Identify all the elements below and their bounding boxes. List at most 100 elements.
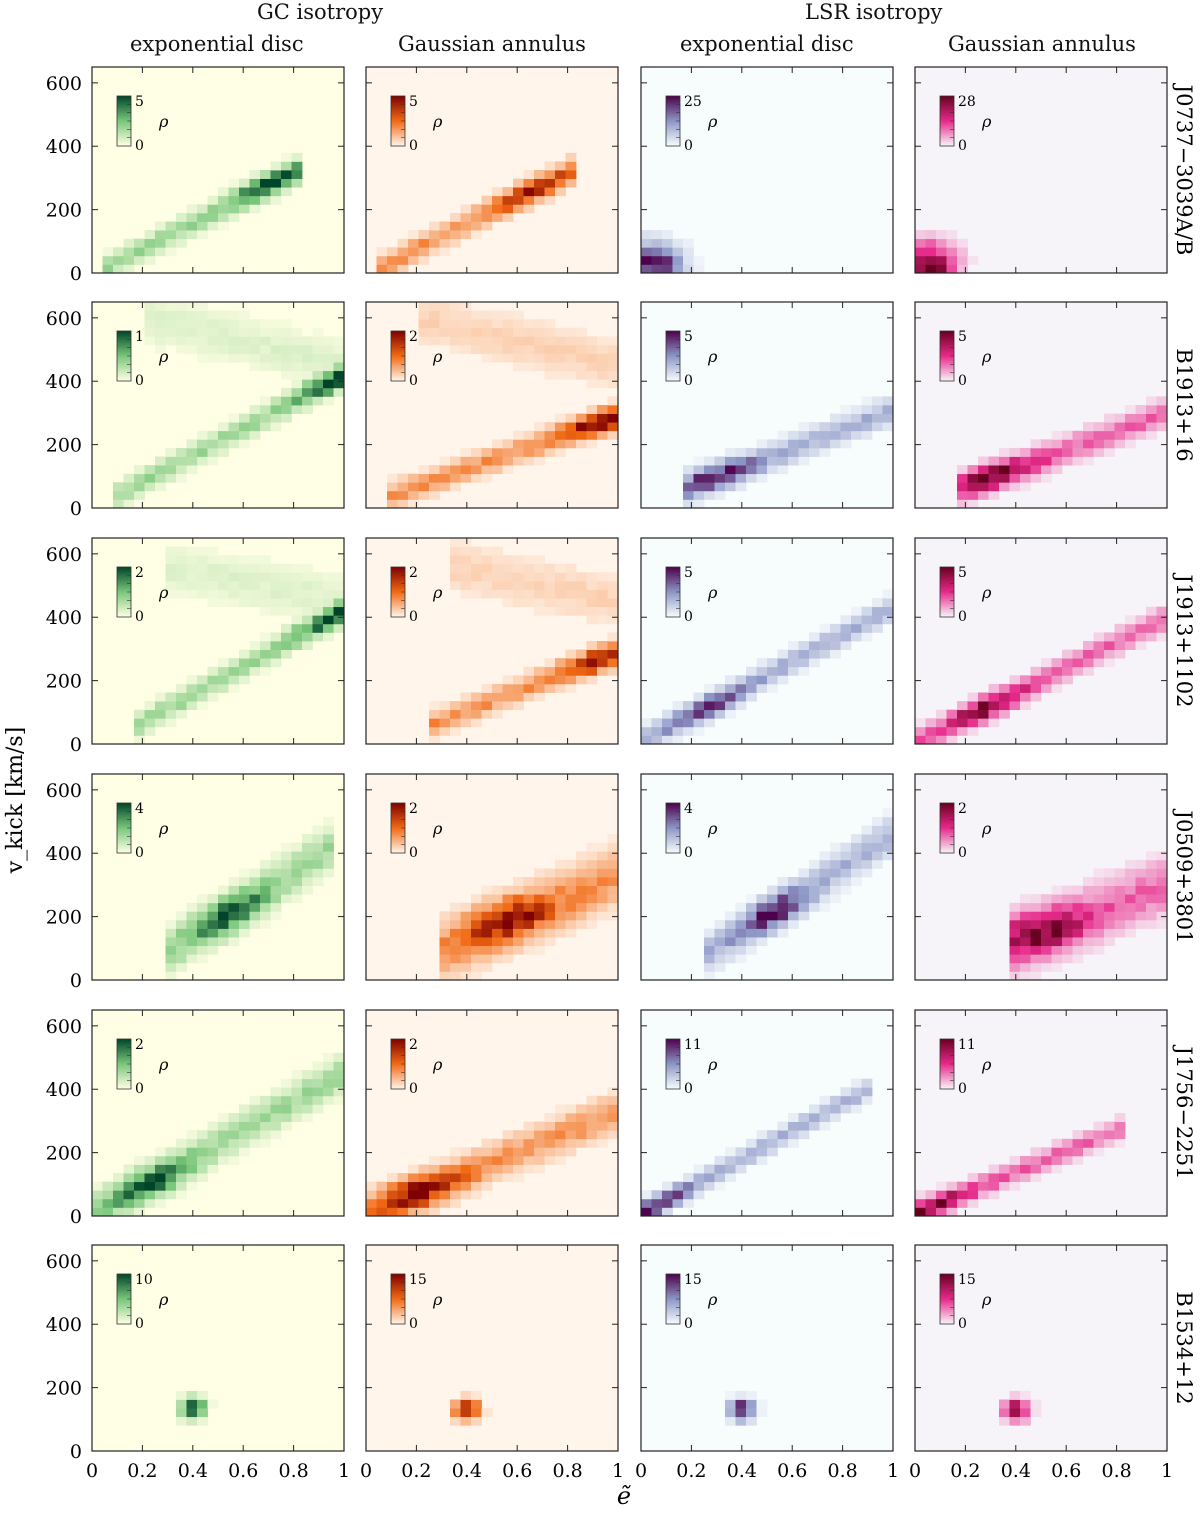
heatmap-cell bbox=[946, 238, 958, 248]
heatmap-cell bbox=[281, 170, 292, 179]
heatmap-cell bbox=[471, 692, 482, 702]
colorbar-max-label: 2 bbox=[135, 1037, 144, 1053]
heatmap-cell bbox=[176, 1399, 187, 1409]
heatmap-cell bbox=[851, 834, 862, 844]
heatmap-cell bbox=[735, 473, 747, 483]
heatmap-cell bbox=[830, 1095, 841, 1105]
heatmap-cell bbox=[471, 919, 482, 929]
heatmap-cell bbox=[925, 247, 937, 257]
heatmap-cell bbox=[176, 962, 187, 972]
heatmap-cell bbox=[513, 1155, 524, 1165]
heatmap-cell bbox=[249, 641, 261, 650]
heatmap-cell bbox=[113, 1181, 124, 1191]
heatmap-cell bbox=[312, 1070, 324, 1080]
colorbar-label: ρ bbox=[707, 112, 718, 131]
heatmap-cell bbox=[1146, 615, 1157, 625]
colorbar-min-label: 0 bbox=[409, 609, 418, 625]
heatmap-cell bbox=[123, 255, 135, 265]
heatmap-cell bbox=[872, 598, 883, 608]
heatmap-cell bbox=[1051, 928, 1063, 938]
panel-frame bbox=[914, 773, 1168, 981]
heatmap-cell bbox=[767, 919, 778, 929]
heatmap-cell bbox=[534, 1147, 545, 1157]
heatmap-cell bbox=[1104, 1138, 1115, 1148]
heatmap-cell bbox=[1083, 928, 1094, 938]
heatmap-cell bbox=[281, 606, 292, 616]
heatmap-cell bbox=[555, 919, 566, 929]
heatmap-cell bbox=[481, 885, 493, 895]
heatmap-cell bbox=[323, 606, 334, 616]
heatmap-cell bbox=[471, 954, 482, 964]
heatmap-cell bbox=[851, 1095, 862, 1105]
panel-frame bbox=[365, 1009, 619, 1217]
heatmap-cell bbox=[840, 405, 852, 414]
heatmap-cell bbox=[735, 482, 747, 492]
heatmap-cell bbox=[450, 962, 461, 972]
heatmap-cell bbox=[471, 344, 482, 354]
heatmap-cell bbox=[291, 851, 303, 861]
heatmap-cell bbox=[544, 319, 556, 329]
heatmap-cell bbox=[450, 726, 461, 736]
heatmap-cell bbox=[819, 1113, 831, 1122]
heatmap-cell bbox=[882, 816, 894, 826]
heatmap-cell bbox=[830, 430, 841, 440]
heatmap-cell bbox=[155, 344, 166, 354]
heatmap-cell bbox=[576, 851, 587, 861]
heatmap-cell bbox=[777, 885, 789, 895]
heatmap-cell bbox=[249, 353, 261, 363]
heatmap-cell bbox=[270, 877, 282, 886]
heatmap-cell bbox=[207, 344, 219, 354]
heatmap-cell bbox=[481, 701, 493, 711]
heatmap-cell bbox=[333, 606, 345, 616]
heatmap-cell bbox=[471, 1164, 482, 1174]
heatmap-cell bbox=[408, 473, 419, 483]
heatmap-cell bbox=[1093, 937, 1105, 947]
heatmap-cell bbox=[735, 1164, 747, 1174]
heatmap-cell bbox=[523, 187, 535, 197]
heatmap-cell bbox=[333, 580, 345, 590]
heatmap-cell bbox=[481, 344, 493, 354]
colorbar-label: ρ bbox=[707, 819, 718, 838]
panel-r3-c3: 50ρ bbox=[640, 537, 894, 745]
heatmap-cell bbox=[840, 623, 852, 633]
heatmap-cell bbox=[555, 902, 566, 912]
heatmap-cell bbox=[967, 726, 979, 736]
heatmap-cell bbox=[576, 919, 587, 929]
heatmap-cell bbox=[1093, 1138, 1105, 1148]
heatmap-cell bbox=[239, 344, 250, 354]
heatmap-cell bbox=[207, 195, 219, 205]
heatmap-cell bbox=[513, 555, 524, 565]
heatmap-cell bbox=[1114, 623, 1126, 633]
heatmap-cell bbox=[597, 885, 608, 895]
heatmap-cell bbox=[576, 658, 587, 668]
heatmap-cell bbox=[291, 632, 303, 642]
heatmap-cell bbox=[683, 465, 694, 475]
heatmap-cell bbox=[1030, 675, 1042, 685]
heatmap-cell bbox=[523, 598, 535, 608]
heatmap-cell bbox=[239, 195, 250, 205]
heatmap-cell bbox=[957, 473, 968, 483]
heatmap-cell bbox=[872, 422, 883, 432]
heatmap-cell bbox=[544, 868, 556, 878]
heatmap-cell bbox=[788, 641, 799, 650]
heatmap-cell bbox=[798, 456, 810, 466]
colorbar-min-label: 0 bbox=[409, 138, 418, 154]
heatmap-cell bbox=[936, 735, 947, 745]
heatmap-cell bbox=[819, 641, 831, 650]
heatmap-cell bbox=[1104, 911, 1115, 921]
heatmap-cell bbox=[641, 247, 652, 257]
heatmap-cell bbox=[492, 1147, 503, 1157]
heatmap-cell bbox=[683, 490, 694, 500]
heatmap-cell bbox=[565, 1147, 577, 1157]
heatmap-cell bbox=[576, 439, 587, 449]
heatmap-cell bbox=[1020, 465, 1031, 475]
heatmap-cell bbox=[513, 439, 524, 449]
heatmap-cell bbox=[597, 580, 608, 590]
x-tick-label: 0 bbox=[86, 1460, 98, 1482]
heatmap-cell bbox=[471, 473, 482, 483]
heatmap-cell bbox=[502, 195, 514, 205]
colorbar-max-label: 25 bbox=[684, 94, 702, 110]
heatmap-cell bbox=[746, 945, 757, 955]
heatmap-cell bbox=[429, 726, 440, 736]
heatmap-cell bbox=[861, 623, 873, 633]
